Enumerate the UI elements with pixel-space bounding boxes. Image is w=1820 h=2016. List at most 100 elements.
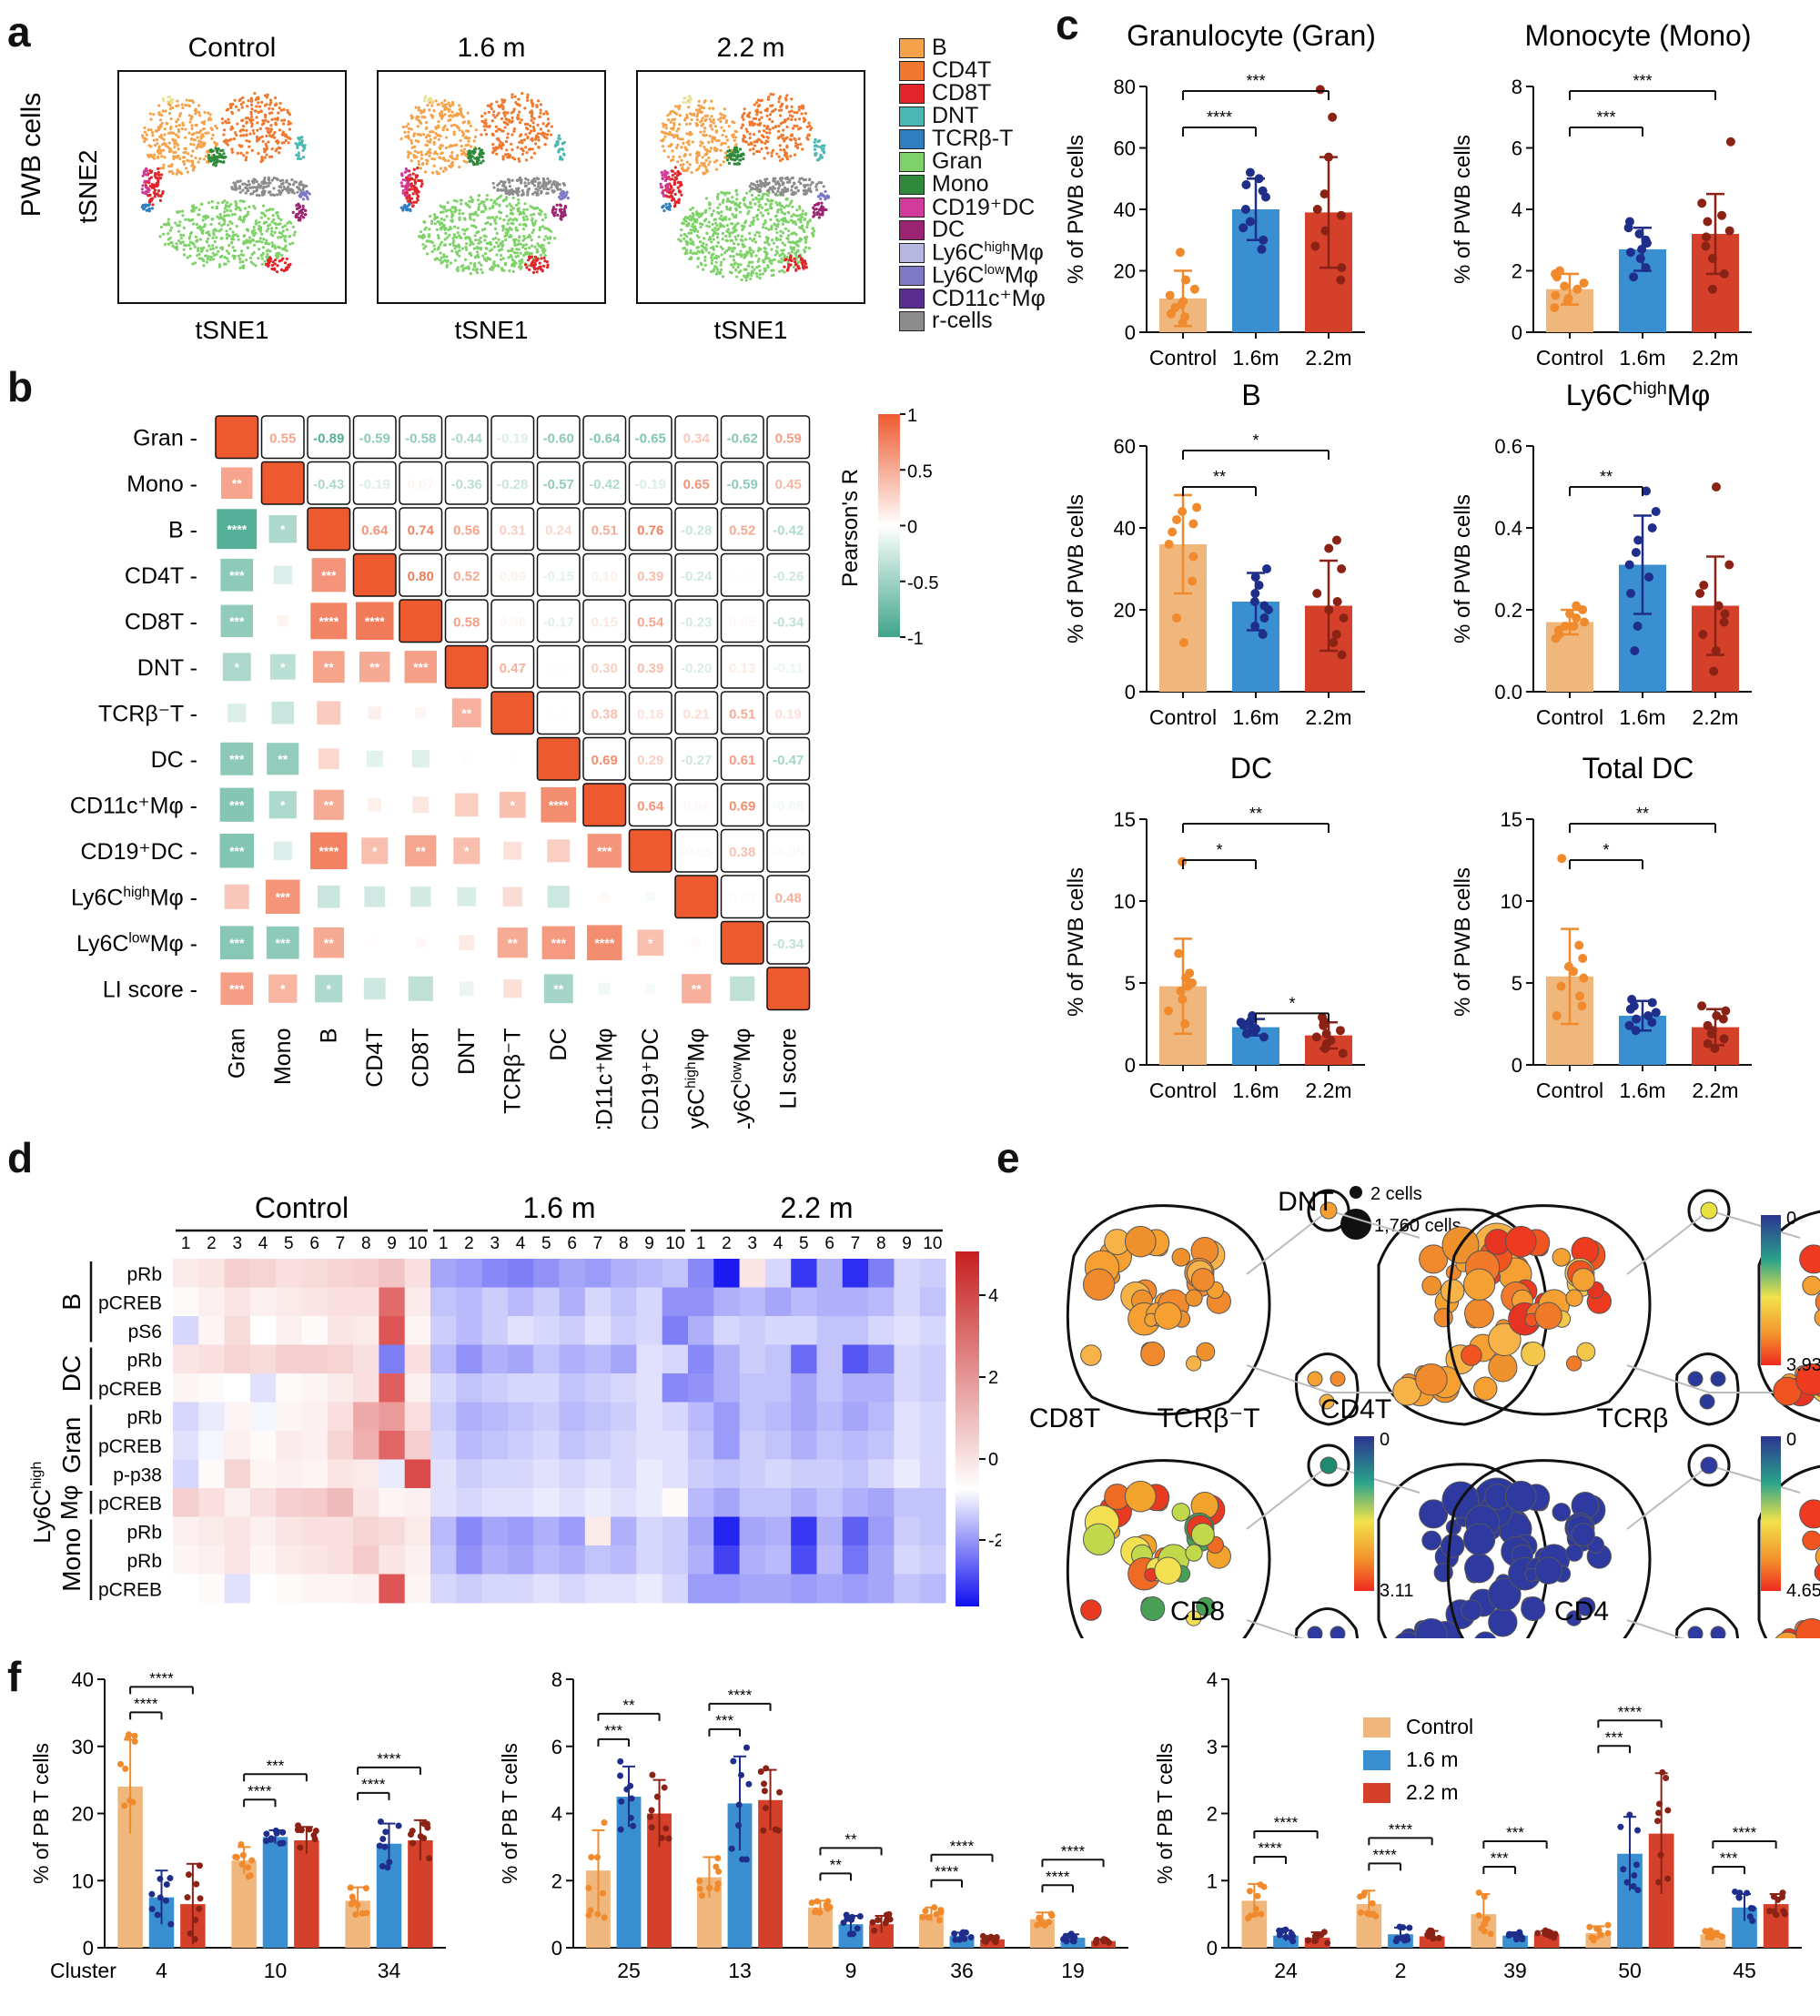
tsne-point: [775, 238, 779, 242]
tsne-point: [548, 180, 551, 184]
col-label: B: [316, 1028, 341, 1044]
tsne-point: [495, 197, 500, 201]
tsne-point: [461, 228, 465, 231]
tsne-point: [462, 217, 467, 220]
lower-square: [412, 796, 430, 814]
tsne-point: [252, 131, 256, 136]
tsne-point: [303, 208, 308, 212]
tsne-point: [484, 221, 488, 226]
tsne-point: [234, 182, 238, 186]
tsne-point: [421, 243, 425, 247]
tsne-point: [733, 247, 736, 250]
tsne-point: [420, 163, 425, 167]
tsne-point: [201, 127, 205, 131]
tsne-point: [277, 217, 280, 220]
tsne-point: [430, 157, 434, 161]
tsne-point: [443, 238, 447, 241]
tsne-point: [274, 226, 278, 230]
tsne-point: [515, 248, 519, 251]
tsne-point: [218, 212, 222, 217]
tsne-point: [147, 204, 150, 208]
tsne-point: [268, 111, 272, 116]
tsne-point: [534, 207, 538, 210]
r-value: -0.28: [497, 477, 528, 492]
tsne-point: [783, 186, 787, 189]
tsne-point: [712, 232, 715, 236]
tsne-point: [731, 212, 734, 217]
tsne-point: [272, 267, 277, 270]
tsne-point: [163, 242, 167, 246]
tsne-point: [443, 228, 447, 231]
tsne-point: [285, 178, 288, 183]
tsne-point: [181, 156, 186, 159]
tsne-point: [794, 268, 798, 271]
tsne-point: [774, 214, 778, 218]
tsne-point: [461, 212, 465, 216]
tsne-point: [714, 260, 718, 264]
tsne-point: [724, 248, 729, 253]
tsne-point: [813, 229, 816, 233]
data-point: [1337, 564, 1347, 573]
tsne-point: [410, 146, 414, 149]
tsne-point: [687, 231, 691, 235]
tsne-point: [736, 242, 740, 247]
tsne-point: [276, 141, 279, 145]
r-value: 0.69: [592, 753, 618, 768]
legend-item: DC: [899, 217, 1046, 242]
tsne-point: [451, 241, 455, 245]
lower-square: [313, 927, 345, 958]
tsne-point: [434, 132, 438, 136]
tsne-point: [820, 156, 824, 159]
tsne-point: [258, 220, 261, 224]
tsne-point: [430, 113, 433, 117]
tsne-point: [713, 146, 717, 150]
tsne-point: [700, 110, 703, 114]
data-point: [1555, 266, 1565, 276]
upper-cell: [399, 507, 443, 552]
data-point: [1725, 137, 1735, 147]
tsne-point: [456, 231, 460, 235]
lower-square: [309, 832, 348, 870]
tsne-point: [238, 97, 243, 101]
tsne-point: [297, 154, 300, 157]
tsne-point: [768, 258, 772, 262]
x-tick-label: 1.6m: [1232, 705, 1279, 729]
lower-square: [503, 979, 522, 998]
tsne-point: [715, 268, 720, 271]
lower-square: [355, 602, 394, 641]
tsne-point: [784, 227, 788, 230]
tsne-point: [698, 110, 702, 114]
r-value: -0.19: [635, 477, 666, 492]
tsne-point: [278, 186, 283, 189]
r-value: 0.06: [500, 614, 526, 630]
tsne-point: [716, 255, 721, 258]
tsne-point: [483, 238, 487, 242]
tsne-point: [551, 208, 555, 212]
tsne-point: [704, 197, 709, 200]
tsne-point: [217, 156, 221, 159]
tsne-point: [533, 179, 537, 183]
sig-label: ***: [1633, 72, 1652, 90]
tsne-point: [144, 185, 148, 189]
tsne-point: [772, 185, 775, 188]
tsne-point: [301, 207, 305, 211]
tsne-point: [199, 202, 204, 207]
sig-label: *: [280, 660, 286, 674]
tsne-point: [789, 218, 793, 222]
tsne-point: [766, 151, 770, 155]
tsne-point: [258, 237, 262, 240]
tsne-point: [536, 99, 541, 103]
tsne-point: [423, 96, 427, 100]
tsne-point: [689, 208, 693, 211]
tsne-point: [667, 145, 671, 148]
tsne-point: [406, 177, 410, 180]
tsne-point: [175, 248, 179, 251]
tsne-point: [768, 117, 772, 121]
tsne-point: [226, 107, 230, 111]
tsne-point: [425, 162, 429, 166]
tsne-point: [750, 182, 753, 186]
tsne-point: [163, 133, 167, 137]
tsne-point: [441, 210, 445, 214]
tsne-point: [675, 129, 679, 133]
tsne-point: [722, 225, 725, 228]
